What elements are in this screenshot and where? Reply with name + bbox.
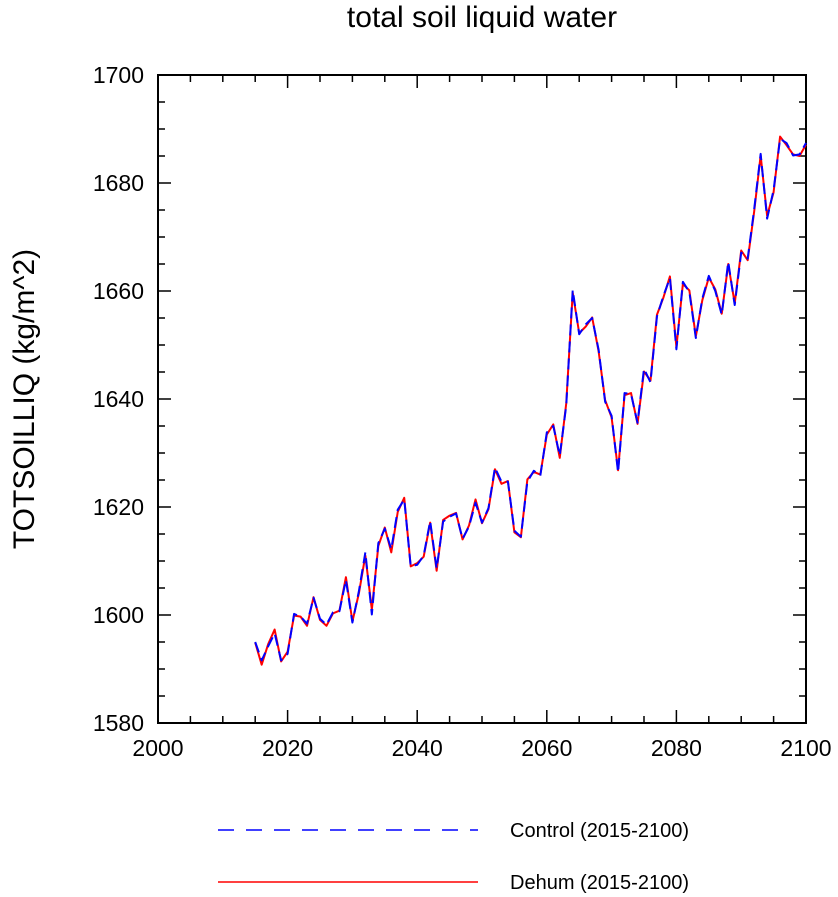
x-tick-label: 2020 <box>262 735 313 761</box>
series-layer <box>254 135 807 666</box>
y-tick-label: 1600 <box>93 602 144 628</box>
x-tick-label: 2000 <box>132 735 183 761</box>
x-tick-label: 2080 <box>651 735 702 761</box>
legend: Control (2015-2100) Dehum (2015-2100) <box>218 820 689 894</box>
y-tick-label: 1620 <box>93 494 144 520</box>
series-line-1 <box>254 135 807 666</box>
y-tick-label: 1660 <box>93 278 144 304</box>
plot-frame <box>157 74 807 724</box>
legend-label-1: Dehum (2015-2100) <box>510 872 689 894</box>
plot-border <box>157 74 807 724</box>
axes: 2000 2020 2040 2060 2080 2100 1580 1600 1620 1640… <box>93 62 832 761</box>
y-tick-label: 1640 <box>93 386 144 412</box>
legend-label-0: Control (2015-2100) <box>510 820 689 842</box>
y-tick-label: 1580 <box>93 710 144 736</box>
y-tick-label: 1700 <box>93 62 144 88</box>
x-tick-label: 2040 <box>392 735 443 761</box>
x-tick-label: 2100 <box>780 735 831 761</box>
y-axis-label: TOTSOILLIQ (kg/m^2) <box>8 249 41 549</box>
chart-title: total soil liquid water <box>347 1 617 34</box>
x-tick-label: 2060 <box>521 735 572 761</box>
y-tick-label: 1680 <box>93 170 144 196</box>
series-line-0 <box>254 137 807 662</box>
